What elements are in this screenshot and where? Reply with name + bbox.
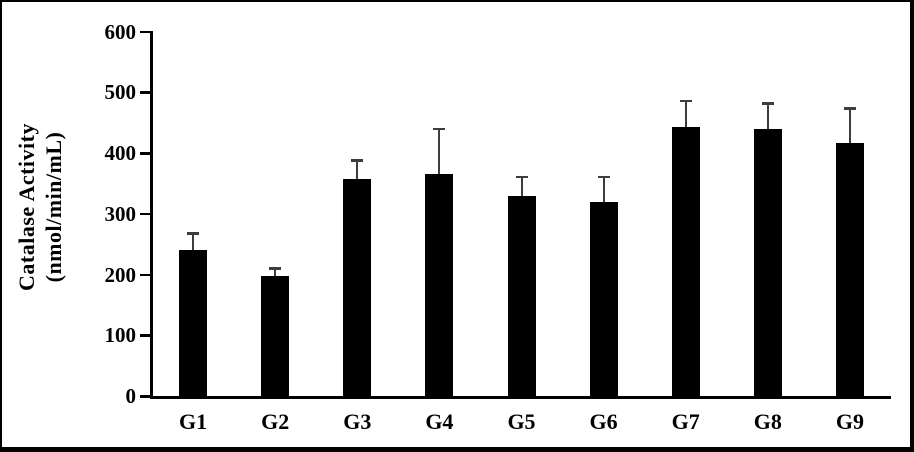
error-whisker-g9 — [848, 108, 851, 147]
y-tick-label-500: 500 — [104, 80, 137, 105]
y-tick-label-100: 100 — [104, 323, 137, 348]
error-cap-g7 — [679, 99, 692, 103]
y-tick-300 — [140, 212, 151, 216]
y-tick-label-600: 600 — [104, 19, 137, 44]
y-tick-label-400: 400 — [104, 141, 137, 165]
bar-g1 — [179, 250, 208, 397]
bar-g2 — [261, 276, 290, 397]
y-axis-line — [150, 30, 153, 399]
x-tick-label-g6: G6 — [589, 409, 618, 434]
y-tick-label-0: 0 — [125, 384, 137, 408]
error-whisker-g8 — [766, 103, 769, 133]
x-tick-label-g1: G1 — [178, 409, 208, 434]
bar-g9 — [835, 142, 864, 397]
y-tick-label-300: 300 — [104, 201, 137, 226]
bar-g7 — [671, 127, 700, 397]
error-whisker-g1 — [192, 233, 195, 255]
x-tick-label-g4: G4 — [425, 409, 454, 434]
error-cap-g6 — [597, 175, 610, 179]
x-axis-line — [150, 395, 891, 399]
error-cap-g1 — [187, 232, 200, 235]
y-tick-0 — [140, 395, 151, 398]
error-whisker-g5 — [520, 176, 523, 200]
error-whisker-g7 — [684, 100, 687, 132]
error-cap-g5 — [515, 175, 528, 179]
error-cap-g3 — [351, 159, 364, 162]
y-tick-500 — [140, 91, 151, 94]
error-cap-g2 — [269, 267, 282, 270]
error-cap-g9 — [843, 107, 856, 110]
x-tick-label-g8: G8 — [753, 409, 782, 434]
y-tick-400 — [140, 152, 151, 155]
x-tick-label-g7: G7 — [671, 409, 700, 434]
y-tick-label-200: 200 — [104, 262, 137, 287]
error-cap-g8 — [761, 102, 774, 105]
error-whisker-g3 — [356, 160, 359, 183]
error-cap-g4 — [433, 127, 446, 131]
bar-g6 — [589, 201, 618, 397]
error-whisker-g4 — [438, 128, 441, 179]
y-tick-200 — [140, 273, 151, 276]
plot-area: 0 100 200 300 400 500 600 G1 G2 G3 G4 G5 G6 G7 G8 G9 — [2, 2, 910, 447]
y-tick-600 — [140, 30, 151, 33]
x-tick-label-g5: G5 — [507, 409, 536, 434]
bar-g5 — [507, 195, 536, 397]
error-whisker-g2 — [274, 268, 277, 281]
bar-g4 — [425, 174, 454, 397]
x-tick-label-g3: G3 — [343, 409, 372, 434]
x-tick-label-g2: G2 — [261, 409, 290, 434]
y-tick-100 — [140, 334, 151, 337]
bar-g8 — [753, 128, 782, 397]
error-whisker-g6 — [602, 176, 605, 206]
bar-g3 — [343, 178, 372, 397]
x-tick-label-g9: G9 — [835, 409, 864, 434]
